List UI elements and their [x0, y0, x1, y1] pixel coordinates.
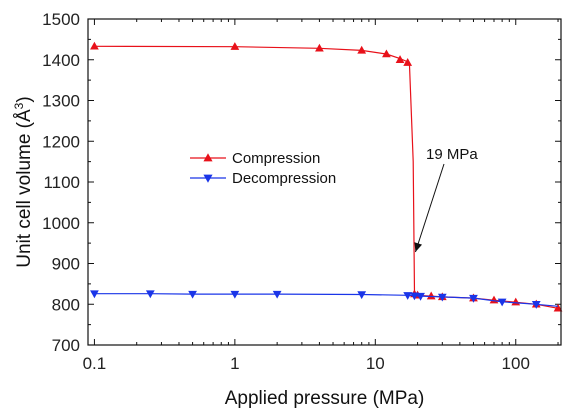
y-tick-label: 1200	[42, 132, 80, 151]
legend: Compression Decompression	[190, 150, 336, 187]
point-decompression	[145, 290, 155, 299]
x-tick-label: 10	[366, 354, 385, 373]
tick-layer: 700 800 900 1000 1100 1200 1300 1400 1500 0.1 1 10 1…	[42, 10, 561, 373]
series-line-decompression	[94, 293, 559, 307]
legend-marker-decompression	[203, 174, 213, 183]
point-decompression	[357, 291, 367, 300]
point-compression	[357, 45, 367, 54]
point-compression	[230, 42, 240, 50]
point-compression	[90, 41, 99, 50]
point-compression	[382, 49, 391, 58]
point-compression	[315, 43, 324, 52]
point-compression	[395, 55, 405, 63]
y-axis-title-close: )	[14, 96, 35, 102]
point-decompression	[416, 292, 425, 301]
y-tick-label: 800	[52, 295, 80, 314]
y-tick-label: 1400	[42, 51, 80, 70]
annotation: 19 MPa	[414, 146, 478, 253]
point-decompression	[437, 293, 447, 302]
y-tick-label: 1100	[43, 173, 80, 192]
plot-frame	[87, 18, 562, 346]
y-axis-title-main: Unit cell volume (Å	[14, 109, 35, 268]
y-axis-title-sup: 3	[12, 102, 26, 109]
y-axis-title: Unit cell volume (Å3)	[12, 96, 35, 267]
y-tick-label: 700	[52, 336, 80, 355]
point-decompression	[272, 290, 282, 299]
point-decompression	[188, 290, 197, 299]
point-decompression	[469, 294, 478, 303]
legend-label-decompression: Decompression	[232, 170, 336, 187]
x-tick-label: 1	[230, 354, 239, 373]
legend-label-compression: Compression	[232, 150, 320, 167]
legend-item-decompression: Decompression	[190, 170, 336, 187]
x-axis-title: Applied pressure (MPa)	[225, 388, 425, 408]
point-decompression	[497, 298, 507, 307]
point-compression	[426, 291, 436, 300]
annotation-arrow	[414, 163, 445, 253]
y-tick-label: 1000	[42, 214, 80, 233]
series-layer	[90, 41, 563, 312]
legend-item-compression: Compression	[190, 150, 320, 167]
point-decompression	[403, 292, 413, 300]
x-tick-label: 100	[502, 354, 530, 373]
point-decompression	[230, 290, 240, 299]
y-tick-label: 1300	[42, 92, 80, 111]
point-decompression	[410, 292, 419, 301]
y-tick-label: 900	[52, 255, 80, 274]
y-tick-label: 1500	[42, 10, 80, 29]
annotation-label: 19 MPa	[426, 146, 478, 163]
point-decompression	[90, 290, 99, 299]
point-decompression	[531, 301, 541, 309]
point-compression	[553, 303, 563, 312]
annotation-arrowhead	[414, 242, 423, 252]
x-tick-label: 0.1	[83, 354, 107, 373]
legend-marker-compression	[203, 153, 213, 162]
point-compression	[403, 58, 413, 66]
